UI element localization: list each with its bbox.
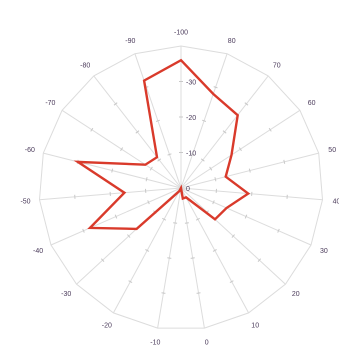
angular-label: -90: [125, 38, 135, 45]
angular-label-layer: -10080706050403020100-10-20-30-40-50-60-…: [20, 30, 339, 347]
radial-tick-mark: [195, 217, 200, 221]
radial-tick-mark: [277, 228, 280, 233]
radial-tick-mark: [128, 280, 133, 284]
radial-tick-mark: [231, 234, 235, 238]
angular-label: -10: [150, 339, 160, 346]
radial-tick-mark: [167, 257, 172, 259]
outer-grid-ring: [38, 45, 324, 329]
angular-label: 10: [251, 323, 259, 330]
radial-tick-mark: [82, 228, 85, 233]
radial-tick-mark: [214, 177, 217, 182]
angular-label: -30: [61, 291, 71, 298]
radial-tick-mark: [209, 166, 213, 171]
radial-tick-mark: [161, 292, 166, 294]
angular-label: 60: [308, 100, 316, 107]
radial-tick-mark: [212, 249, 217, 252]
angular-label: 40: [333, 198, 339, 205]
radial-tick-mark: [200, 158, 205, 162]
angular-label: -100: [174, 30, 188, 37]
radial-tick-mark: [111, 168, 114, 173]
radial-tick-mark: [222, 130, 227, 134]
angular-label: 50: [328, 147, 336, 154]
angular-label: 20: [292, 291, 300, 298]
radial-tick-mark: [100, 258, 105, 262]
radial-tick-mark: [120, 147, 124, 152]
radial-tick-mark: [135, 130, 140, 134]
radial-tick-mark: [114, 214, 118, 219]
radial-tick-mark: [190, 257, 195, 259]
radial-tick-mark: [145, 249, 150, 252]
radial-tick-mark: [173, 222, 178, 224]
radial-tick-mark: [190, 153, 195, 156]
angular-label: -70: [45, 100, 55, 107]
radial-tick-mark: [145, 177, 148, 182]
radial-tick-mark: [244, 214, 248, 219]
radial-tick-mark: [238, 147, 242, 152]
radial-tick-layer: [74, 81, 288, 294]
angular-label: 70: [273, 62, 281, 69]
radial-tick-mark: [257, 258, 262, 262]
radial-tick-label: 0: [186, 186, 190, 193]
radial-tick-label: -20: [186, 115, 196, 122]
radial-tick-mark: [213, 86, 218, 89]
radial-tick-mark: [268, 127, 272, 132]
radial-tick-mark: [248, 168, 251, 173]
radial-tick-label: -10: [186, 151, 196, 158]
radial-tick-mark: [147, 200, 150, 205]
radial-tick-mark: [149, 166, 153, 171]
radial-tick-mark: [155, 119, 160, 122]
angular-label: 80: [228, 38, 236, 45]
radial-label-layer: 0 -10 -20 -30: [186, 80, 196, 194]
radial-tick-mark: [113, 102, 118, 106]
angular-label: 30: [320, 248, 328, 255]
radial-tick-mark: [127, 234, 131, 238]
radial-tick-mark: [90, 127, 94, 132]
angular-label: -80: [80, 62, 90, 69]
radial-tick-mark: [196, 292, 201, 294]
angular-label: -60: [25, 147, 35, 154]
radial-tick-mark: [184, 222, 189, 224]
radial-tick-mark: [202, 119, 207, 122]
radial-tick-mark: [157, 158, 162, 162]
radial-tick-mark: [162, 217, 167, 221]
radial-tick-label: -30: [186, 80, 196, 87]
radial-tick-mark: [212, 200, 215, 205]
angular-label: -20: [102, 323, 112, 330]
radial-tick-mark: [167, 153, 172, 156]
angular-label: -40: [33, 248, 43, 255]
angular-label: -50: [20, 198, 30, 205]
series-line-1: [73, 58, 251, 231]
radial-tick-mark: [244, 102, 249, 106]
radial-tick-mark: [283, 159, 286, 164]
angular-label: 0: [205, 339, 209, 346]
radial-tick-mark: [229, 280, 234, 284]
series-layer: [73, 58, 251, 231]
